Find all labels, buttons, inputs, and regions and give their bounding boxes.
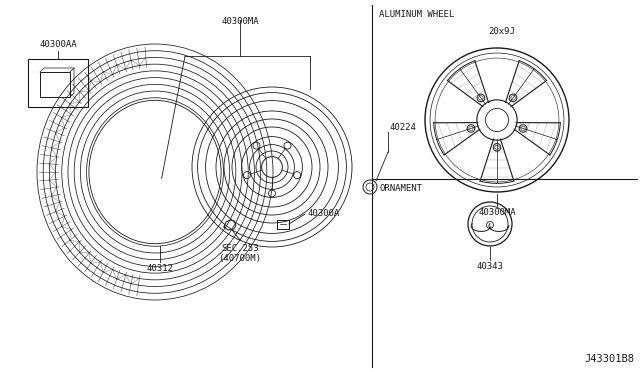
Text: 40224: 40224 <box>390 123 417 132</box>
Text: 40300MA: 40300MA <box>221 17 259 26</box>
Text: ORNAMENT: ORNAMENT <box>379 184 422 193</box>
Text: 40300A: 40300A <box>307 209 339 218</box>
Text: ALUMINUM WHEEL: ALUMINUM WHEEL <box>379 10 454 19</box>
Bar <box>28 59 88 107</box>
Text: 40300AA: 40300AA <box>39 40 77 49</box>
Text: 20x9J: 20x9J <box>488 27 515 36</box>
Text: J43301B8: J43301B8 <box>584 354 634 364</box>
Text: 40312: 40312 <box>147 264 173 273</box>
Text: SEC.253
(40700M): SEC.253 (40700M) <box>218 244 262 263</box>
Text: 40300MA: 40300MA <box>478 208 516 217</box>
Text: 40343: 40343 <box>477 262 504 271</box>
